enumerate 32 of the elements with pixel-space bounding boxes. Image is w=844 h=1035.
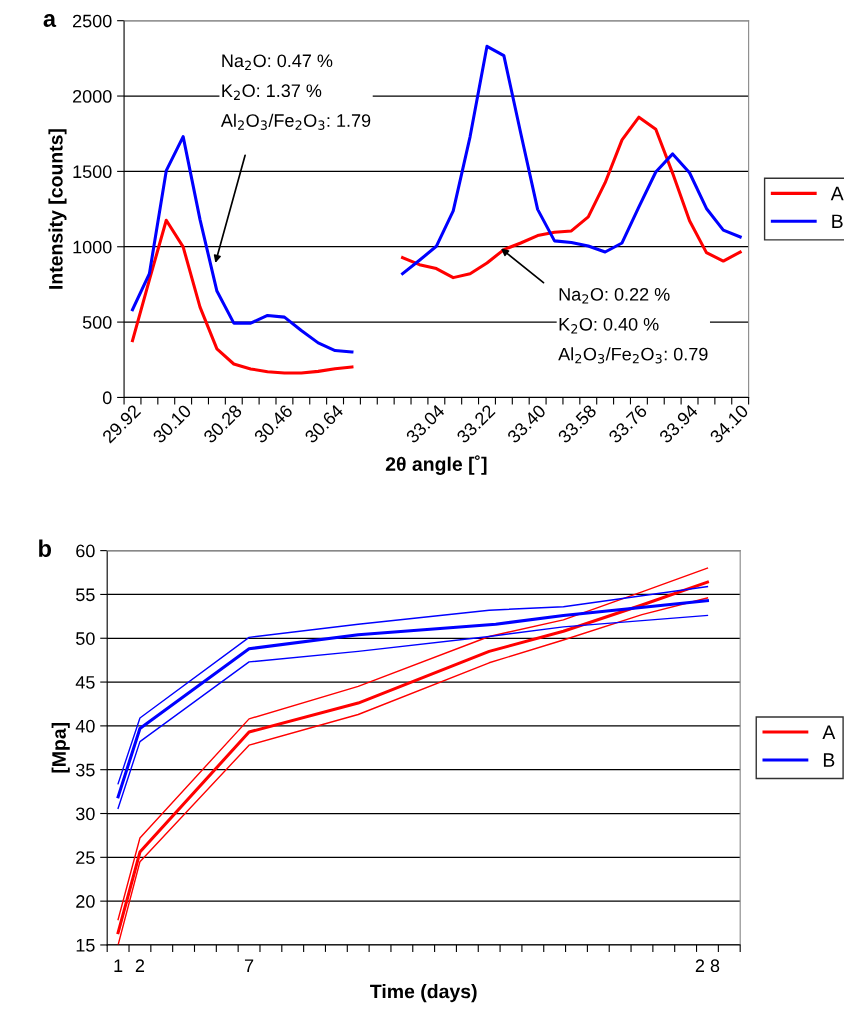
- y-tick-label: 30: [75, 807, 95, 821]
- text: Na$_{2}$O: 0.22 % K$_{2}$O: 0.40 % Al$_{2}$O$_{3}$/Fe$_{2}$O$_{3}$: 0.79: [558, 287, 708, 364]
- y-tick-label: 20: [76, 895, 95, 908]
- chart-title: b: [39, 539, 52, 557]
- y-tick-label: 0: [102, 391, 112, 405]
- text: Na$_{2}$O: 0.47 % K$_{2}$O: 1.37 % Al$_{2}$O$_{3}$/Fe$_{2}$O$_{3}$: 1.79: [220, 54, 371, 130]
- y-tick-label: 2000: [73, 89, 112, 103]
- legend-label: A: [830, 186, 844, 201]
- y-tick-label: 40: [75, 719, 95, 733]
- y-tick-label: 50: [76, 632, 95, 645]
- y-tick-label: 15: [76, 939, 95, 952]
- y-axis-title: [Mpa]: [51, 722, 70, 773]
- y-axis-title: Intensity [counts]: [48, 129, 67, 289]
- legend-label: A: [822, 725, 836, 739]
- y-tick-label: 1000: [73, 240, 112, 254]
- y-tick-label: 35: [75, 763, 95, 777]
- y-tick-label: 45: [75, 676, 95, 689]
- y-tick-label: 2500: [73, 14, 112, 28]
- legend-label: B: [832, 214, 843, 229]
- x-axis-title: Time (days): [370, 984, 477, 1003]
- chart-title: a: [43, 14, 57, 28]
- x-tick-label: 2 8: [695, 959, 720, 973]
- x-tick-label: 7: [244, 959, 254, 972]
- legend-label: B: [823, 753, 835, 767]
- x-axis-title: 2θ angle [˚]: [385, 455, 487, 475]
- x-tick-label: 1: [114, 959, 123, 972]
- y-tick-label: 55: [76, 588, 95, 602]
- y-tick-label: 60: [76, 544, 95, 558]
- y-tick-label: 25: [76, 851, 95, 865]
- x-tick-label: 2: [135, 959, 145, 972]
- y-tick-label: 1500: [73, 165, 112, 179]
- y-tick-label: 500: [82, 316, 112, 329]
